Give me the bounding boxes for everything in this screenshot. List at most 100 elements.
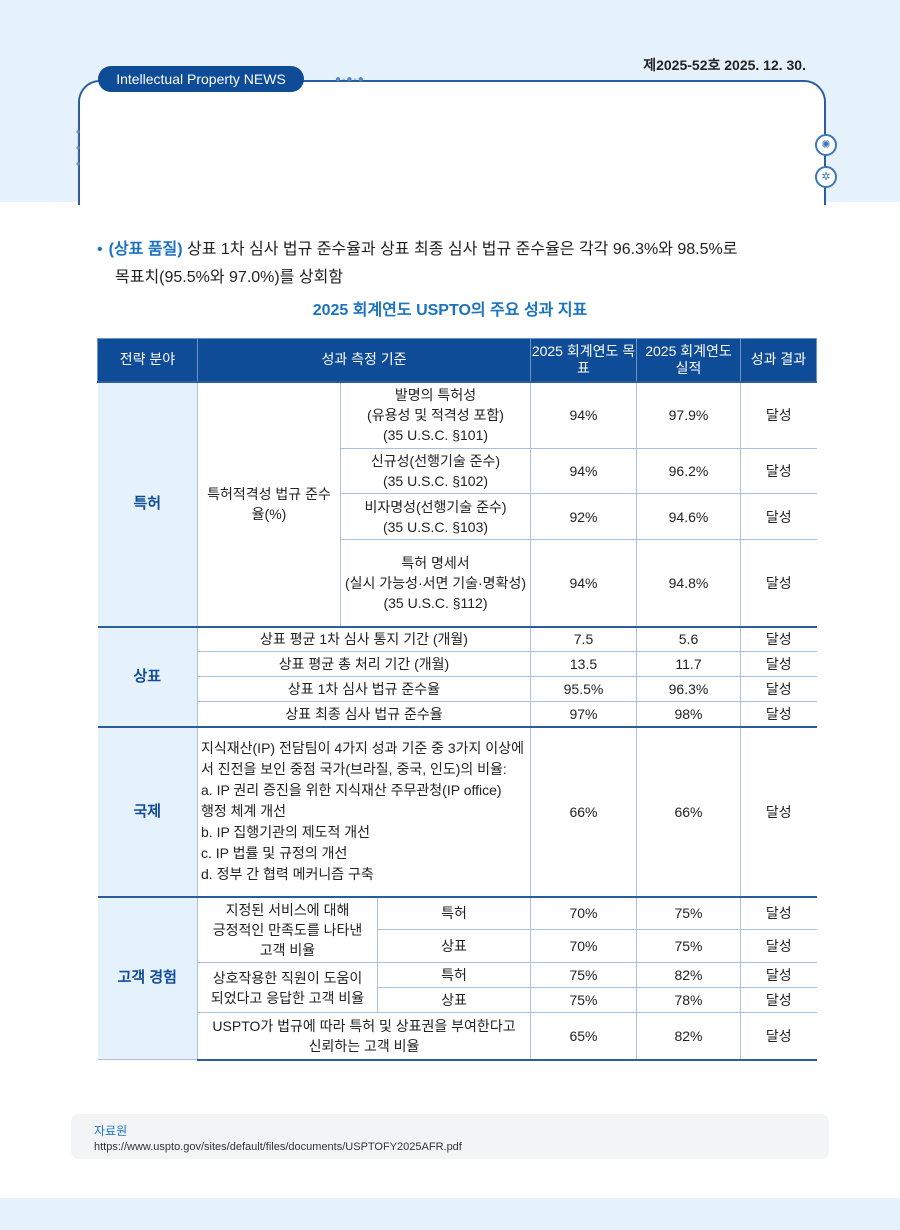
result-value: 달성 — [740, 929, 817, 963]
criterion-sub: 특허 — [377, 895, 531, 930]
table-row: 상표 상표 평균 1차 심사 통지 기간 (개월) 7.5 5.6 달성 — [97, 625, 817, 727]
result-value: 달성 — [740, 380, 817, 449]
table-row: 상표 1차 심사 법규 준수율 95.5% 96.3% 달성 — [98, 676, 817, 702]
header-actual: 2025 회계연도 실적 — [636, 338, 741, 382]
result-value: 달성 — [740, 493, 817, 540]
newsletter-label: Intellectual Property NEWS — [98, 66, 304, 92]
idea-icon: ✺ — [815, 134, 837, 156]
source-link[interactable]: https://www.uspto.gov/sites/default/file… — [94, 1141, 462, 1153]
actual-value: 94.6% — [636, 493, 741, 540]
header-area: 전략 분야 — [97, 338, 198, 382]
header-criterion: 성과 측정 기준 — [197, 338, 531, 382]
bullet-head: (상표 품질) — [108, 241, 183, 258]
result-value: 달성 — [740, 725, 817, 897]
criterion: 상표 평균 총 처리 기간 (개월) — [197, 651, 531, 677]
criterion: 발명의 특허성 (유용성 및 적격성 포함) (35 U.S.C. §101) — [340, 380, 531, 449]
target-value: 94% — [530, 380, 637, 449]
actual-value: 11.7 — [636, 651, 741, 677]
criterion-sub: 상표 — [377, 929, 531, 963]
source-label: 자료원 — [94, 1124, 128, 1138]
table-row: 상표 최종 심사 법규 준수율 97% 98% 달성 — [98, 701, 817, 727]
footer-band — [0, 1198, 900, 1230]
actual-value: 97.9% — [636, 380, 741, 449]
actual-value: 94.8% — [636, 539, 741, 627]
table-row: USPTO가 법규에 따라 특허 및 상표권을 부여한다고 신뢰하는 고객 비율… — [98, 1012, 817, 1061]
bullet-text-2: 목표치(95.5%와 97.0%)를 상회함 — [115, 269, 344, 286]
criterion: 신규성(선행기술 준수) (35 U.S.C. §102) — [340, 448, 531, 494]
performance-table: 전략 분야 성과 측정 기준 2025 회계연도 목표 2025 회계연도 실적… — [97, 338, 817, 1061]
table-row: 상표 평균 총 처리 기간 (개월) 13.5 11.7 달성 — [98, 651, 817, 677]
table-header-row: 전략 분야 성과 측정 기준 2025 회계연도 목표 2025 회계연도 실적… — [97, 338, 817, 382]
criterion-group: 특허적격성 법규 준수율(%) — [197, 380, 341, 627]
criterion: 특허 명세서 (실시 가능성·서면 기술·명확성) (35 U.S.C. §11… — [340, 539, 531, 627]
target-value: 94% — [530, 539, 637, 627]
criterion: 비자명성(선행기술 준수) (35 U.S.C. §103) — [340, 493, 531, 540]
network-icon: ✲ — [815, 166, 837, 188]
table-row: 신규성(선행기술 준수) (35 U.S.C. §102) 94% 96.2% 달성 — [98, 448, 817, 494]
criterion-sub: 상표 — [377, 987, 531, 1013]
category-customer: 고객 경험 — [97, 895, 198, 1060]
target-value: 97% — [530, 701, 637, 727]
target-value: 70% — [530, 929, 637, 963]
criterion: 지식재산(IP) 전담팀이 4가지 성과 기준 중 3가지 이상에서 진전을 보… — [197, 725, 531, 897]
target-value: 13.5 — [530, 651, 637, 677]
criterion: 상표 최종 심사 법규 준수율 — [197, 701, 531, 727]
target-value: 94% — [530, 448, 637, 494]
header-target: 2025 회계연도 목표 — [530, 338, 637, 382]
result-value: 달성 — [740, 676, 817, 702]
criterion-sub: 특허 — [377, 962, 531, 988]
table-row: 특허 특허적격성 법규 준수율(%) 발명의 특허성 (유용성 및 적격성 포함) … — [97, 380, 817, 627]
table-row: 국제 지식재산(IP) 전담팀이 4가지 성과 기준 중 3가지 이상에서 진전을… — [97, 725, 817, 897]
target-value: 7.5 — [530, 625, 637, 652]
table-row: 비자명성(선행기술 준수) (35 U.S.C. §103) 92% 94.6% 달성 — [98, 493, 817, 540]
actual-value: 75% — [636, 929, 741, 963]
target-value: 95.5% — [530, 676, 637, 702]
criterion: USPTO가 법규에 따라 특허 및 상표권을 부여한다고 신뢰하는 고객 비율 — [197, 1012, 531, 1061]
target-value: 75% — [530, 962, 637, 988]
result-value: 달성 — [740, 448, 817, 494]
actual-value: 96.2% — [636, 448, 741, 494]
result-value: 달성 — [740, 895, 817, 930]
target-value: 75% — [530, 987, 637, 1013]
category-patent: 특허 — [97, 380, 198, 627]
table-row: 상표 70% 75% 달성 — [98, 929, 817, 963]
result-value: 달성 — [740, 962, 817, 988]
target-value: 65% — [530, 1012, 637, 1061]
category-international: 국제 — [97, 725, 198, 897]
target-value: 92% — [530, 493, 637, 540]
actual-value: 82% — [636, 1012, 741, 1061]
actual-value: 75% — [636, 895, 741, 930]
table-title: 2025 회계연도 USPTO의 주요 성과 지표 — [312, 302, 588, 319]
header-result: 성과 결과 — [740, 338, 817, 382]
table-row: 상호작용한 직원이 도움이 되었다고 응답한 고객 비율 특허 75% 82% 달성 — [98, 962, 817, 1013]
result-value: 달성 — [740, 701, 817, 727]
actual-value: 66% — [636, 725, 741, 897]
decorative-dots: ●-●-● — [335, 74, 365, 85]
bullet-icon: • — [97, 241, 103, 258]
issue-date: 제2025-52호 2025. 12. 30. — [643, 57, 806, 73]
criterion-group: 지정된 서비스에 대해 긍정적인 만족도를 나타낸 고객 비율 — [197, 895, 378, 963]
target-value: 70% — [530, 895, 637, 930]
actual-value: 98% — [636, 701, 741, 727]
category-trademark: 상표 — [97, 625, 198, 727]
table-row: 고객 경험 지정된 서비스에 대해 긍정적인 만족도를 나타낸 고객 비율 특허 70… — [97, 895, 817, 1060]
result-value: 달성 — [740, 651, 817, 677]
bullet-text: 상표 1차 심사 법규 준수율과 상표 최종 심사 법규 준수율은 각각 96.… — [182, 241, 738, 258]
actual-value: 5.6 — [636, 625, 741, 652]
result-value: 달성 — [740, 987, 817, 1013]
result-value: 달성 — [740, 625, 817, 652]
frame-inner — [80, 82, 824, 202]
criterion: 상표 평균 1차 심사 통지 기간 (개월) — [197, 625, 531, 652]
table-row: 특허 명세서 (실시 가능성·서면 기술·명확성) (35 U.S.C. §11… — [98, 539, 817, 627]
result-value: 달성 — [740, 539, 817, 627]
criterion: 상표 1차 심사 법규 준수율 — [197, 676, 531, 702]
source-box: 자료원 https://www.uspto.gov/sites/default/… — [71, 1114, 829, 1159]
actual-value: 96.3% — [636, 676, 741, 702]
actual-value: 82% — [636, 962, 741, 988]
bullet-paragraph: • (상표 품질) 상표 1차 심사 법규 준수율과 상표 최종 심사 법규 준수… — [97, 236, 827, 292]
decorative-dots-vertical: ● | ● | ● — [75, 127, 81, 168]
actual-value: 78% — [636, 987, 741, 1013]
target-value: 66% — [530, 725, 637, 897]
result-value: 달성 — [740, 1012, 817, 1061]
criterion-group: 상호작용한 직원이 도움이 되었다고 응답한 고객 비율 — [197, 962, 378, 1013]
